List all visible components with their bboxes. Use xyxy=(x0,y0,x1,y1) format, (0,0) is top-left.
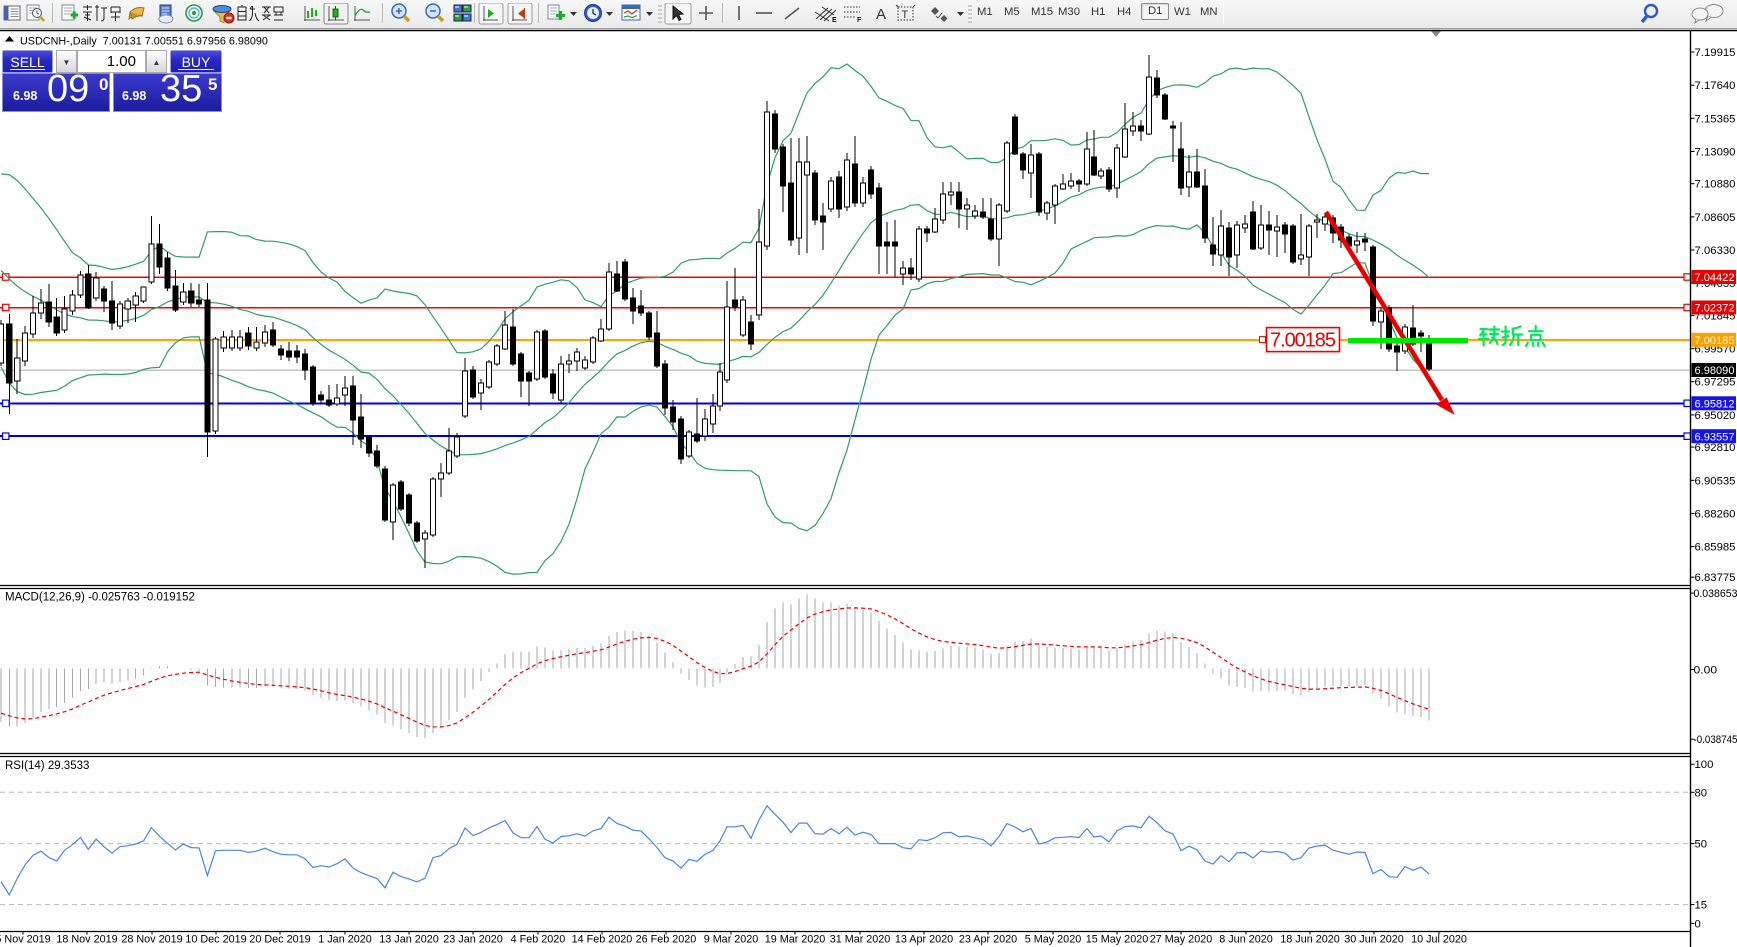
svg-text:6.90535: 6.90535 xyxy=(1695,475,1736,487)
svg-text:0: 0 xyxy=(1695,918,1701,930)
svg-text:26 Feb 2020: 26 Feb 2020 xyxy=(636,934,697,946)
svg-text:31 Mar 2020: 31 Mar 2020 xyxy=(830,934,891,946)
svg-text:7.00185: 7.00185 xyxy=(1695,335,1735,347)
svg-text:E: E xyxy=(832,17,837,24)
svg-text:19 Mar 2020: 19 Mar 2020 xyxy=(765,934,826,946)
svg-text:8 Jun 2020: 8 Jun 2020 xyxy=(1219,934,1272,946)
svg-text:13 Apr 2020: 13 Apr 2020 xyxy=(895,934,953,946)
svg-text:7.02372: 7.02372 xyxy=(1695,303,1735,315)
svg-text:7.06330: 7.06330 xyxy=(1695,245,1736,257)
svg-text:4 Feb 2020: 4 Feb 2020 xyxy=(511,934,566,946)
svg-text:6.95812: 6.95812 xyxy=(1695,399,1735,411)
svg-text:A: A xyxy=(876,6,886,23)
svg-text:15 May 2020: 15 May 2020 xyxy=(1086,934,1148,946)
svg-text:18 Jun 2020: 18 Jun 2020 xyxy=(1280,934,1339,946)
svg-text:100: 100 xyxy=(1695,759,1714,771)
svg-text:RSI(14) 29.3533: RSI(14) 29.3533 xyxy=(5,760,89,772)
svg-text:50: 50 xyxy=(1695,839,1708,851)
svg-text:7.13090: 7.13090 xyxy=(1695,147,1736,159)
svg-text:6.88260: 6.88260 xyxy=(1695,509,1736,521)
svg-text:27 May 2020: 27 May 2020 xyxy=(1150,934,1212,946)
svg-text:10 Dec 2019: 10 Dec 2019 xyxy=(185,934,246,946)
svg-text:F: F xyxy=(857,17,862,24)
svg-text:6.98090: 6.98090 xyxy=(1695,365,1735,377)
svg-text:28 Nov 2019: 28 Nov 2019 xyxy=(121,934,182,946)
svg-text:0.00: 0.00 xyxy=(1694,665,1718,677)
svg-text:6.93557: 6.93557 xyxy=(1695,431,1735,443)
svg-text:20 Dec 2019: 20 Dec 2019 xyxy=(249,934,310,946)
svg-text:80: 80 xyxy=(1695,787,1708,799)
svg-text:7.15365: 7.15365 xyxy=(1695,113,1736,125)
svg-text:7.00185: 7.00185 xyxy=(1270,330,1336,352)
svg-text:USDCNH-,Daily 7.00131 7.00551: USDCNH-,Daily 7.00131 7.00551 6.97956 6.… xyxy=(20,36,268,48)
svg-text:1 Jan 2020: 1 Jan 2020 xyxy=(318,934,371,946)
svg-text:T: T xyxy=(902,9,909,21)
svg-text:5 May 2020: 5 May 2020 xyxy=(1025,934,1081,946)
svg-text:10 Jul 2020: 10 Jul 2020 xyxy=(1411,934,1467,946)
svg-text:7.10880: 7.10880 xyxy=(1695,179,1736,191)
svg-text:6.95020: 6.95020 xyxy=(1695,410,1736,422)
svg-text:6.83775: 6.83775 xyxy=(1695,572,1736,584)
svg-text:18 Nov 2019: 18 Nov 2019 xyxy=(56,934,117,946)
svg-text:9 Mar 2020: 9 Mar 2020 xyxy=(704,934,759,946)
svg-text:30 Jun 2020: 30 Jun 2020 xyxy=(1344,934,1403,946)
svg-text:23 Jan 2020: 23 Jan 2020 xyxy=(443,934,502,946)
svg-text:-0.038745: -0.038745 xyxy=(1694,734,1737,746)
svg-text:15: 15 xyxy=(1695,900,1708,912)
svg-text:6.92810: 6.92810 xyxy=(1695,442,1736,454)
svg-text:13 Jan 2020: 13 Jan 2020 xyxy=(379,934,438,946)
svg-text:0.038653: 0.038653 xyxy=(1694,588,1737,600)
svg-text:7.19915: 7.19915 xyxy=(1695,47,1736,59)
svg-text:7.17640: 7.17640 xyxy=(1695,80,1736,92)
svg-text:23 Apr 2020: 23 Apr 2020 xyxy=(959,934,1017,946)
svg-text:7.04422: 7.04422 xyxy=(1695,272,1735,284)
svg-text:14 Feb 2020: 14 Feb 2020 xyxy=(572,934,633,946)
svg-text:6.97295: 6.97295 xyxy=(1695,377,1736,389)
svg-text:6.85985: 6.85985 xyxy=(1695,542,1736,554)
svg-text:MACD(12,26,9) -0.025763 -0.019: MACD(12,26,9) -0.025763 -0.019152 xyxy=(5,592,195,604)
svg-text:7.08605: 7.08605 xyxy=(1695,212,1736,224)
svg-text:5 Nov 2019: 5 Nov 2019 xyxy=(0,934,51,946)
